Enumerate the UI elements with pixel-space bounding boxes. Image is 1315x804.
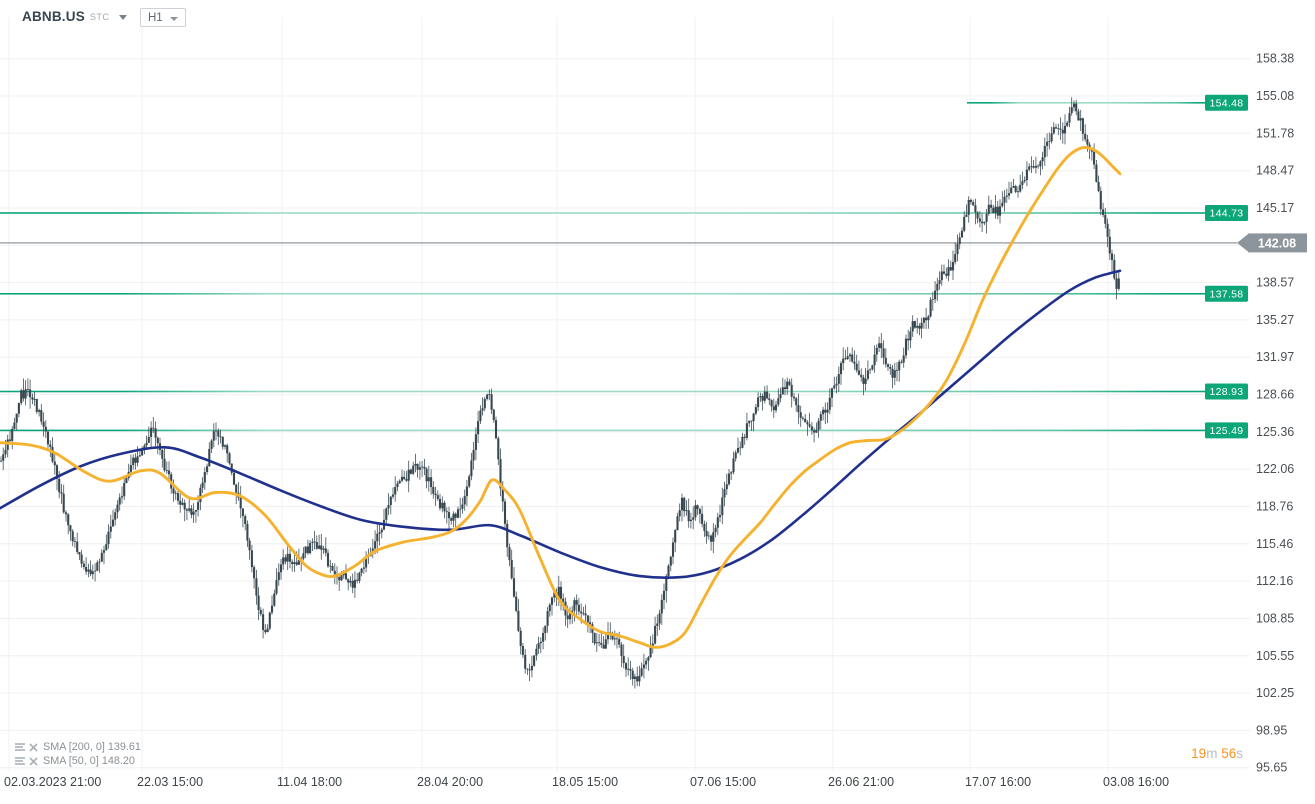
level-badge[interactable]: 128.93 xyxy=(1205,383,1248,400)
time-axis-label: 11.04 18:00 xyxy=(277,775,342,789)
price-axis-label: 151.78 xyxy=(1256,126,1294,140)
level-badge[interactable]: 144.73 xyxy=(1205,205,1248,221)
chevron-down-icon xyxy=(170,16,178,21)
svg-text:144.73: 144.73 xyxy=(1210,208,1244,220)
level-badge[interactable]: 137.58 xyxy=(1205,285,1248,302)
time-axis-label: 26.06 21:00 xyxy=(828,775,894,789)
price-level-line[interactable] xyxy=(967,102,1205,104)
sma200-line xyxy=(0,269,1122,579)
indicator-label: SMA [200, 0] 139.61 xyxy=(43,741,141,753)
market-tag: STC xyxy=(89,11,110,22)
countdown-minutes: 19 xyxy=(1191,746,1207,761)
price-axis-label: 145.17 xyxy=(1256,201,1294,215)
svg-text:142.08: 142.08 xyxy=(1258,236,1296,250)
time-axis-label: 22.03 15:00 xyxy=(137,775,203,789)
symbol-selector[interactable]: ABNB.US STC xyxy=(22,9,128,24)
price-axis-label: 131.97 xyxy=(1256,350,1294,364)
indicator-settings-icon[interactable] xyxy=(15,756,26,766)
remove-indicator-icon[interactable] xyxy=(29,742,38,752)
price-axis-label: 125.36 xyxy=(1256,425,1294,439)
svg-text:137.58: 137.58 xyxy=(1210,288,1244,300)
remove-indicator-icon[interactable] xyxy=(29,756,38,766)
time-axis-label: 17.07 16:00 xyxy=(965,775,1031,789)
svg-text:125.49: 125.49 xyxy=(1210,425,1244,437)
timeframe-select[interactable]: H1 xyxy=(140,8,186,27)
level-badge[interactable]: 125.49 xyxy=(1205,422,1248,439)
svg-text:154.48: 154.48 xyxy=(1210,97,1244,109)
time-axis-label: 18.05 15:00 xyxy=(552,775,618,789)
bar-countdown: 19m 56s xyxy=(1191,746,1243,761)
price-axis-label: 105.55 xyxy=(1256,649,1294,663)
price-level-line[interactable] xyxy=(0,212,1205,214)
indicator-legend-row: SMA [200, 0] 139.61 xyxy=(15,740,141,754)
price-level-line[interactable] xyxy=(0,390,1205,393)
price-axis-label: 95.65 xyxy=(1256,761,1287,775)
indicator-settings-icon[interactable] xyxy=(15,742,26,752)
timeframe-value: H1 xyxy=(148,11,163,24)
price-axis-label: 155.08 xyxy=(1256,89,1294,103)
price-axis-label: 108.85 xyxy=(1256,612,1294,626)
time-axis-label: 02.03.2023 21:00 xyxy=(4,775,101,789)
time-axis-label: 28.04 20:00 xyxy=(417,775,483,789)
price-axis-label: 135.27 xyxy=(1256,313,1294,327)
time-axis-label: 03.08 16:00 xyxy=(1103,775,1169,789)
time-axis-label: 07.06 15:00 xyxy=(690,775,756,789)
price-axis-label: 158.38 xyxy=(1256,52,1294,66)
candle-bodies xyxy=(0,103,1120,682)
price-axis-label: 122.06 xyxy=(1256,462,1294,476)
price-level-line[interactable] xyxy=(0,429,1205,432)
indicator-label: SMA [50, 0] 148.20 xyxy=(43,755,135,767)
level-badge[interactable]: 154.48 xyxy=(1205,94,1248,111)
price-axis-label: 102.25 xyxy=(1256,686,1294,700)
price-axis-label: 98.95 xyxy=(1256,723,1287,737)
current-price-badge: 142.08 xyxy=(1237,233,1307,253)
price-axis-label: 118.76 xyxy=(1256,500,1293,514)
chevron-down-icon xyxy=(119,15,128,20)
current-price-line xyxy=(0,242,1237,244)
price-axis-label: 138.57 xyxy=(1256,276,1294,290)
svg-text:128.93: 128.93 xyxy=(1210,386,1244,398)
price-axis-label: 148.47 xyxy=(1256,164,1294,178)
indicator-legend-row: SMA [50, 0] 148.20 xyxy=(15,754,141,768)
sma50-line xyxy=(0,145,1122,649)
symbol-name: ABNB.US xyxy=(22,9,85,24)
price-axis-label: 115.46 xyxy=(1256,537,1293,551)
price-axis-label: 128.66 xyxy=(1256,388,1294,402)
indicator-legend: SMA [200, 0] 139.61 SMA [50, 0] 148.20 xyxy=(15,740,141,768)
countdown-seconds: 56 xyxy=(1221,746,1237,761)
price-level-line[interactable] xyxy=(0,293,1205,295)
price-axis-label: 112.16 xyxy=(1256,574,1293,588)
